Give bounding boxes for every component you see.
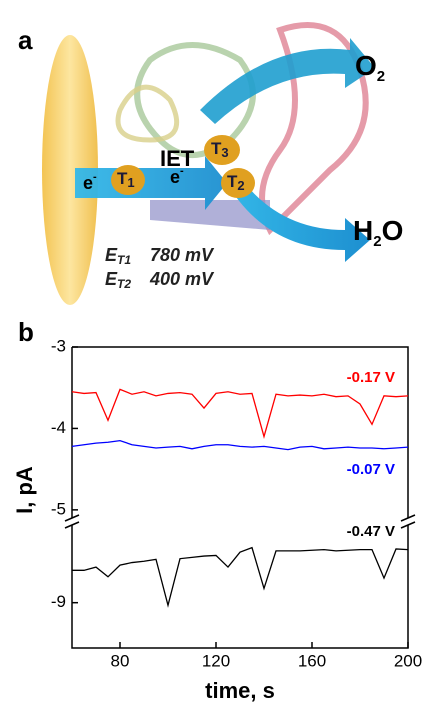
series-line xyxy=(71,388,409,439)
series-label: -0.17 V xyxy=(347,369,395,386)
series-label: -0.07 V xyxy=(347,461,395,478)
x-tick-label: 160 xyxy=(298,651,326,670)
potential-t2: ET2 400 mV xyxy=(105,269,215,291)
e-sub: T2 xyxy=(117,277,131,291)
protein-loop xyxy=(115,84,180,143)
t-base: T xyxy=(227,172,238,191)
t3-site xyxy=(204,135,240,165)
y-axis-label: I, pA xyxy=(12,466,37,514)
o2-arrow xyxy=(200,38,375,124)
x-axis-label: time, s xyxy=(205,678,275,703)
y-tick-label: -3 xyxy=(51,336,66,355)
e-sub: T1 xyxy=(117,253,131,267)
h2o-base: H xyxy=(353,215,373,246)
t-base: T xyxy=(211,139,222,158)
iet-label: IET xyxy=(160,146,195,171)
h2o-arrow xyxy=(225,170,370,262)
plot-frame xyxy=(71,346,409,649)
o2-sub: 2 xyxy=(377,68,385,85)
electron-base: e xyxy=(83,173,93,193)
electrode xyxy=(42,35,98,305)
electron-arrow xyxy=(75,156,227,210)
t-sub: 3 xyxy=(221,145,228,160)
panel-label: b xyxy=(18,317,34,347)
electron-label: e- xyxy=(170,165,184,187)
t1-label: T1 xyxy=(117,169,135,190)
t3-label: T3 xyxy=(211,139,229,160)
t-sub: 1 xyxy=(127,175,134,190)
x-tick-label: 120 xyxy=(202,651,230,670)
electron-sup: - xyxy=(180,165,184,177)
h2o-rest: O xyxy=(382,215,404,246)
t-base: T xyxy=(117,169,128,188)
panel-label: a xyxy=(18,25,33,55)
y-tick-label: -5 xyxy=(51,499,66,518)
potential-t1: ET1 780 mV xyxy=(105,245,215,267)
series-label: -0.47 V xyxy=(347,523,395,540)
protein-sheet xyxy=(150,200,270,230)
t2-site xyxy=(221,168,255,198)
y-tick-label: -4 xyxy=(51,418,66,437)
y2-tick-label: -9 xyxy=(51,592,66,611)
e-base: E xyxy=(105,269,118,289)
series-line xyxy=(72,546,409,608)
series-line xyxy=(71,439,409,451)
e-base: E xyxy=(105,245,118,265)
h2o-label: H2O xyxy=(353,215,403,250)
t2-label: T2 xyxy=(227,172,245,193)
axis-break xyxy=(64,514,416,529)
e-value: 400 mV xyxy=(149,269,215,289)
o2-base: O xyxy=(355,50,377,81)
x-tick-label: 80 xyxy=(111,651,130,670)
electron-sup: - xyxy=(93,171,97,183)
electron-base: e xyxy=(170,167,180,187)
t-sub: 2 xyxy=(237,178,244,193)
e-value: 780 mV xyxy=(150,245,215,265)
h2o-sub: 2 xyxy=(373,233,381,250)
electron-label: e- xyxy=(83,171,97,193)
x-tick-label: 200 xyxy=(394,651,422,670)
t1-site xyxy=(111,165,145,195)
o2-label: O2 xyxy=(355,50,385,85)
